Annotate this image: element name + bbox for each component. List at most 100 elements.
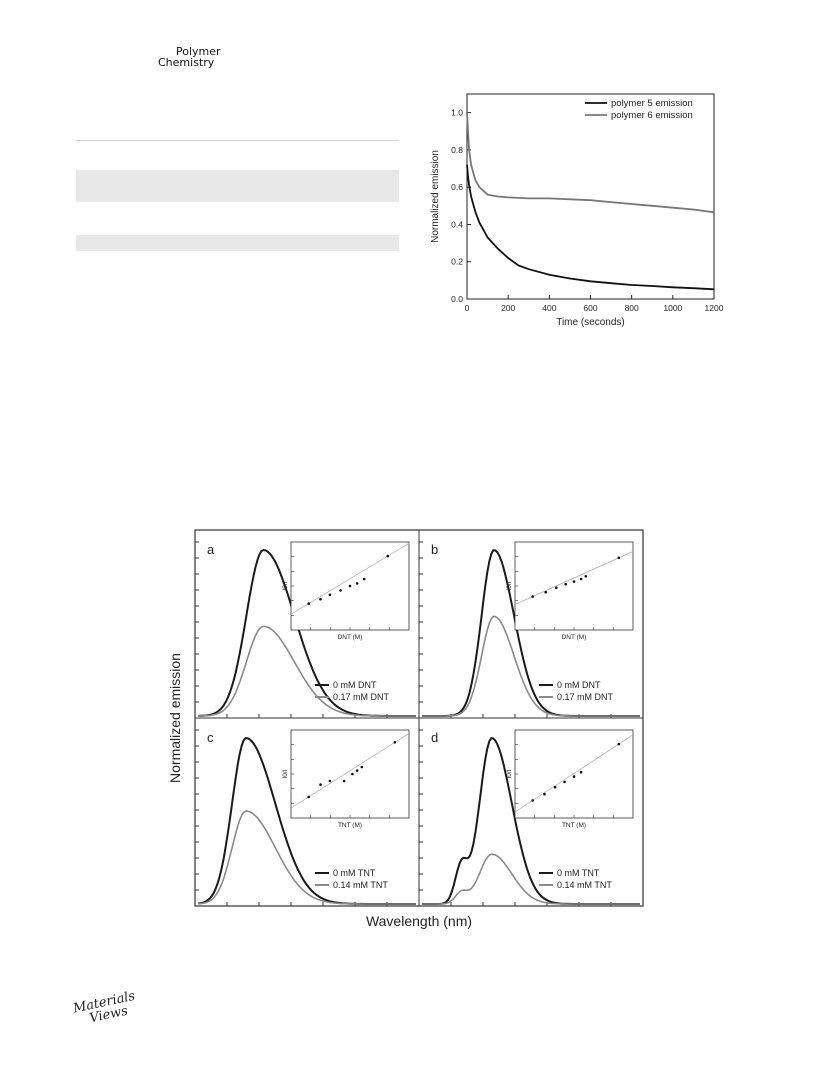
y-axis-label: Normalized emission [430, 150, 441, 243]
journal-name-line2: Chemistry [158, 56, 215, 69]
inset-data-point [319, 597, 322, 601]
inset-data-point [351, 772, 354, 776]
panel-c: c 0 mM TNT 0.14 mM TNT TNT (M) I0/I [195, 729, 416, 906]
spectrum-line [422, 853, 640, 905]
inset-frame [514, 729, 634, 819]
inset-y-label: I0/I [282, 581, 289, 590]
inset-data-point [617, 742, 621, 746]
legend-entry: 0 mM DNT [333, 680, 377, 690]
inset-data-point [543, 792, 546, 796]
inset-frame [514, 541, 634, 631]
inset-data-point [555, 586, 558, 590]
panel-d: d 0 mM TNT 0.14 mM TNT TNT (M) I0/I [419, 729, 640, 906]
inset-x-label: TNT (M) [338, 822, 362, 829]
spectrum-line [422, 615, 640, 717]
y-tick-label: 1.0 [451, 108, 463, 118]
x-tick-label: 400 [542, 303, 556, 313]
legend-entry: polymer 6 emission [611, 110, 693, 121]
inset-data-point [531, 595, 534, 598]
inset-data-point [564, 582, 567, 586]
inset-data-point [579, 770, 583, 774]
x-axis-label: Time (seconds) [556, 317, 625, 328]
inset-y-label: I0/I [282, 769, 289, 778]
y-tick-label: 0.4 [451, 219, 463, 229]
series-line [466, 112, 715, 214]
legend-entry: 0.17 mM DNT [333, 692, 390, 702]
inset-data-point [307, 602, 310, 605]
inset-y-label: I0/I [506, 769, 513, 778]
inset-data-point [563, 780, 566, 784]
panel-label: a [207, 542, 215, 557]
inset-y-label: I0/I [506, 581, 513, 590]
series-line [466, 164, 715, 291]
inset-data-point [348, 584, 352, 588]
legend-entry: 0.14 mM TNT [557, 880, 612, 890]
panel-b: b 0 mM DNT 0.17 mM DNT DNT (M) I0/I [419, 541, 640, 718]
inset-x-label: TNT (M) [562, 822, 586, 829]
y-axis-label: Normalized emission [167, 653, 183, 783]
inset-plot: TNT (M) I0/I [506, 729, 634, 829]
materials-views-logo: Materials Views [72, 989, 139, 1029]
inset-data-point [339, 589, 342, 592]
inset-data-point [553, 785, 557, 789]
inset-frame [290, 729, 410, 819]
inset-data-point [531, 799, 534, 802]
inset-x-label: DNT (M) [562, 634, 587, 641]
legend-entry: 0 mM DNT [557, 680, 601, 690]
inset-data-point [617, 556, 621, 560]
x-tick-label: 200 [501, 303, 515, 313]
inset-data-point [362, 577, 366, 581]
inset-plot: DNT (M) I0/I [506, 541, 634, 641]
inset-fit-line [290, 542, 410, 615]
table-rule [76, 140, 399, 141]
inset-fit-line [514, 551, 634, 605]
table-shaded-row [76, 235, 399, 251]
inset-data-point [386, 554, 390, 558]
panel-label: c [207, 730, 214, 745]
legend-entry: 0.14 mM TNT [333, 880, 388, 890]
y-tick-label: 0.0 [451, 294, 463, 304]
emission-decay-chart: 0 200 400 600 800 1000 1200 0.0 0.2 0.4 0.6 0.8 1.0 T… [430, 93, 724, 328]
legend-entry: polymer 5 emission [611, 98, 693, 109]
panel-label: d [431, 730, 438, 745]
legend-entry: 0.17 mM DNT [557, 692, 614, 702]
journal-name: Polymer Chemistry [158, 46, 221, 68]
inset-data-point [393, 741, 397, 744]
spectrum-line [197, 810, 416, 905]
legend-entry: 0 mM TNT [333, 868, 376, 878]
inset-fit-line [290, 733, 410, 809]
x-axis-label: Wavelength (nm) [366, 913, 472, 929]
inset-data-point [572, 775, 576, 778]
x-tick-label: 1200 [705, 303, 724, 313]
panel-a: a 0 mM DNT 0.17 mM DNT DNT (M) I0/I [195, 541, 416, 718]
y-tick-label: 0.2 [451, 257, 463, 267]
x-tick-label: 0 [465, 303, 470, 313]
quenching-spectra-figure: Normalized emission Wavelength (nm) a 0 mM … [167, 529, 644, 929]
inset-data-point [544, 590, 547, 594]
inset-data-point [307, 795, 310, 799]
x-tick-label: 800 [625, 303, 639, 313]
inset-data-point [342, 779, 346, 783]
legend-entry: 0 mM TNT [557, 868, 600, 878]
panel-label: b [431, 542, 438, 557]
x-tick-label: 1000 [663, 303, 682, 313]
table-shaded-row [76, 170, 399, 202]
inset-data-point [579, 577, 583, 581]
inset-x-label: DNT (M) [338, 634, 363, 641]
inset-plot: TNT (M) I0/I [282, 729, 410, 829]
inset-data-point [584, 575, 588, 578]
x-tick-label: 600 [583, 303, 597, 313]
spectrum-line [198, 625, 416, 717]
inset-data-point [360, 765, 364, 769]
inset-data-point [319, 783, 322, 786]
y-tick-label: 0.6 [451, 182, 463, 192]
inset-data-point [328, 779, 332, 783]
inset-data-point [328, 593, 332, 597]
inset-fit-line [514, 734, 634, 813]
inset-data-point [355, 582, 359, 585]
journal-name-line1: Polymer [176, 45, 221, 58]
inset-plot: DNT (M) I0/I [282, 541, 410, 641]
y-tick-label: 0.8 [451, 145, 463, 155]
inset-data-point [572, 580, 576, 583]
inset-data-point [355, 769, 359, 772]
